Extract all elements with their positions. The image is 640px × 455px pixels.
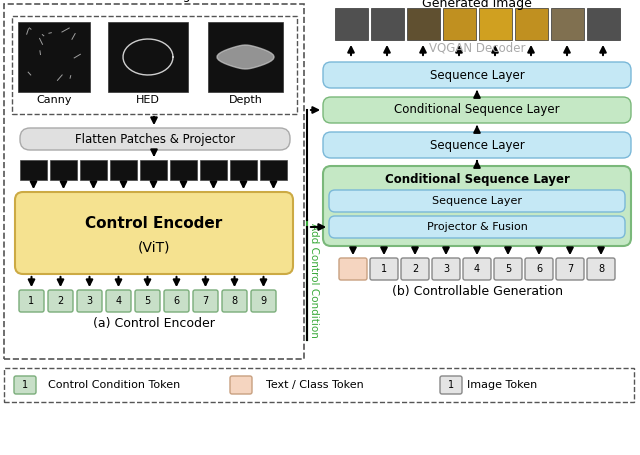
FancyBboxPatch shape	[20, 128, 290, 150]
Bar	[586, 8, 620, 40]
FancyBboxPatch shape	[106, 290, 131, 312]
Text: Conditional Sequence Layer: Conditional Sequence Layer	[394, 103, 560, 116]
Bar	[170, 160, 197, 180]
Text: 5: 5	[145, 296, 150, 306]
Bar	[20, 160, 47, 180]
Text: 5: 5	[505, 264, 511, 274]
Bar	[479, 8, 511, 40]
Text: 4: 4	[115, 296, 122, 306]
Text: (a) Control Encoder: (a) Control Encoder	[93, 318, 215, 330]
Text: Control Encoder: Control Encoder	[85, 216, 223, 231]
FancyBboxPatch shape	[193, 290, 218, 312]
Text: Projector & Fusion: Projector & Fusion	[427, 222, 527, 232]
Text: Flatten Patches & Projector: Flatten Patches & Projector	[75, 132, 235, 146]
FancyBboxPatch shape	[135, 290, 160, 312]
Bar	[12, 16, 297, 114]
FancyBboxPatch shape	[164, 290, 189, 312]
Text: 3: 3	[86, 296, 93, 306]
Bar	[80, 160, 107, 180]
Text: (b) Controllable Generation: (b) Controllable Generation	[392, 285, 563, 298]
Text: 1: 1	[381, 264, 387, 274]
Text: 3: 3	[443, 264, 449, 274]
Text: VQGAN Decoder: VQGAN Decoder	[429, 41, 525, 55]
FancyBboxPatch shape	[432, 258, 460, 280]
Text: HED: HED	[136, 95, 160, 105]
Polygon shape	[217, 45, 274, 69]
Text: 7: 7	[567, 264, 573, 274]
FancyBboxPatch shape	[323, 166, 631, 246]
Bar	[260, 160, 287, 180]
FancyBboxPatch shape	[401, 258, 429, 280]
FancyBboxPatch shape	[323, 97, 631, 123]
FancyBboxPatch shape	[370, 258, 398, 280]
FancyBboxPatch shape	[587, 258, 615, 280]
Bar	[4, 368, 634, 402]
Text: Canny: Canny	[36, 95, 72, 105]
FancyBboxPatch shape	[19, 290, 44, 312]
Text: Conditional Sequence Layer: Conditional Sequence Layer	[385, 173, 570, 187]
Text: Add Control Condition: Add Control Condition	[309, 222, 319, 338]
Text: 4: 4	[474, 264, 480, 274]
FancyBboxPatch shape	[556, 258, 584, 280]
Text: (ViT): (ViT)	[138, 241, 170, 255]
Bar	[406, 8, 440, 40]
Text: 9: 9	[260, 296, 267, 306]
Text: Sequence Layer: Sequence Layer	[429, 69, 524, 81]
FancyBboxPatch shape	[329, 190, 625, 212]
Bar	[208, 22, 283, 92]
Text: 1: 1	[22, 380, 28, 390]
FancyBboxPatch shape	[323, 62, 631, 88]
Text: 8: 8	[232, 296, 237, 306]
Bar	[110, 160, 137, 180]
Text: Image Token: Image Token	[467, 380, 538, 390]
Text: Sequence Layer: Sequence Layer	[432, 196, 522, 206]
FancyBboxPatch shape	[251, 290, 276, 312]
FancyBboxPatch shape	[329, 216, 625, 238]
FancyBboxPatch shape	[230, 376, 252, 394]
Bar	[140, 160, 167, 180]
FancyBboxPatch shape	[339, 258, 367, 280]
FancyBboxPatch shape	[14, 376, 36, 394]
Bar	[515, 8, 547, 40]
FancyBboxPatch shape	[15, 192, 293, 274]
Bar	[371, 8, 403, 40]
Text: 2: 2	[412, 264, 418, 274]
Bar	[50, 160, 77, 180]
Bar	[18, 22, 90, 92]
FancyBboxPatch shape	[440, 376, 462, 394]
Text: Text / Class Token: Text / Class Token	[266, 380, 364, 390]
Bar	[4, 4, 304, 359]
FancyBboxPatch shape	[323, 132, 631, 158]
Bar	[108, 22, 188, 92]
Text: Sequence Layer: Sequence Layer	[429, 138, 524, 152]
Bar	[230, 160, 257, 180]
FancyBboxPatch shape	[525, 258, 553, 280]
FancyBboxPatch shape	[494, 258, 522, 280]
Text: 6: 6	[173, 296, 180, 306]
Text: Generated Image: Generated Image	[422, 0, 532, 10]
FancyBboxPatch shape	[77, 290, 102, 312]
Text: 1: 1	[448, 380, 454, 390]
FancyBboxPatch shape	[222, 290, 247, 312]
Bar	[550, 8, 584, 40]
Text: 2: 2	[58, 296, 63, 306]
Text: 1: 1	[28, 296, 35, 306]
Text: 6: 6	[536, 264, 542, 274]
Bar	[442, 8, 476, 40]
FancyBboxPatch shape	[48, 290, 73, 312]
FancyBboxPatch shape	[463, 258, 491, 280]
Text: Control Condition Token: Control Condition Token	[49, 380, 180, 390]
Text: 7: 7	[202, 296, 209, 306]
Bar	[200, 160, 227, 180]
Text: 8: 8	[598, 264, 604, 274]
Text: Control Image: Control Image	[110, 0, 198, 2]
Bar	[335, 8, 367, 40]
Text: Depth: Depth	[228, 95, 262, 105]
